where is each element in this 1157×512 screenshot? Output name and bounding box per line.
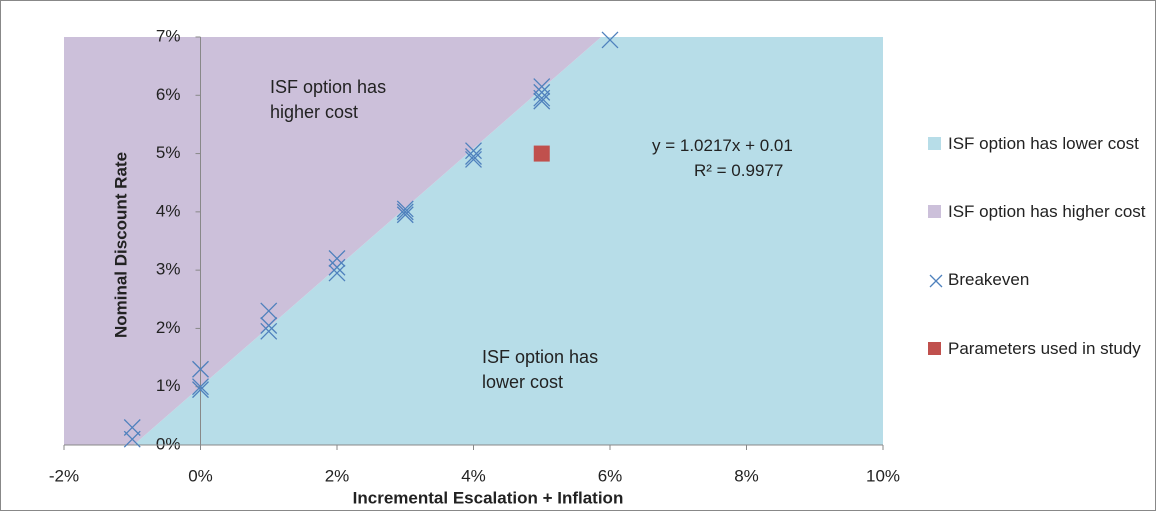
r-squared: R² = 0.9977 xyxy=(694,161,784,180)
breakeven-point xyxy=(192,378,209,396)
x-tick-label: 6% xyxy=(598,466,623,485)
breakeven-point xyxy=(260,322,278,340)
legend-label: ISF option has lower cost xyxy=(948,134,1139,153)
breakeven-point xyxy=(123,430,141,448)
plot-area: 0% 1% 2% 3% 4% 5% 6% 7% -2% 0% 2% 4% 6% 8% 10% xyxy=(49,26,900,485)
annotation: ISF option has lower cost xyxy=(482,347,599,392)
legend-item: ISF option has higher cost xyxy=(928,200,1157,224)
breakeven-point xyxy=(328,258,346,276)
x-tick-label: 0% xyxy=(188,466,213,485)
breakeven-point xyxy=(396,206,414,224)
breakeven-point xyxy=(260,317,278,334)
region-area xyxy=(64,37,602,445)
breakeven-point xyxy=(396,200,414,218)
x-tick-label: -2% xyxy=(49,466,79,485)
legend-label: Parameters used in study xyxy=(948,339,1141,358)
y-tick-label: 4% xyxy=(156,201,181,220)
breakeven-point xyxy=(192,381,209,399)
legend-swatch xyxy=(928,205,941,218)
legend-swatch xyxy=(928,342,941,355)
breakeven-point xyxy=(533,78,551,96)
legend-x xyxy=(929,274,943,288)
breakeven-point xyxy=(260,302,278,320)
legend-item: ISF option has lower cost xyxy=(928,132,1157,156)
breakeven-point xyxy=(533,92,551,110)
x-tick-label: 4% xyxy=(461,466,486,485)
breakeven-point xyxy=(123,419,141,436)
breakeven-point xyxy=(465,142,482,160)
parameter-point xyxy=(533,145,550,162)
breakeven-point xyxy=(533,89,551,107)
breakeven-point xyxy=(328,250,346,267)
y-tick-label: 3% xyxy=(156,260,181,279)
legend-item: Breakeven xyxy=(928,268,1157,292)
y-tick-label: 1% xyxy=(156,376,181,395)
breakeven-point xyxy=(396,203,414,221)
breakeven-point xyxy=(601,31,619,49)
y-tick-label: 5% xyxy=(156,143,181,162)
x-tick-label: 8% xyxy=(734,466,759,485)
breakeven-point xyxy=(533,83,551,101)
breakeven-point xyxy=(465,150,482,168)
x-tick-label: 2% xyxy=(325,466,350,485)
legend-swatch xyxy=(928,272,944,288)
legend-swatch xyxy=(928,137,941,150)
breakeven-point xyxy=(192,360,209,378)
region-area xyxy=(133,37,884,445)
legend-label: ISF option has higher cost xyxy=(948,202,1146,221)
breakeven-point xyxy=(465,148,482,165)
y-tick-label: 6% xyxy=(156,85,181,104)
y-tick-label: 0% xyxy=(156,434,181,453)
equation: y = 1.0217x + 0.01 xyxy=(652,136,793,155)
legend-label: Breakeven xyxy=(948,270,1030,289)
y-tick-label: 7% xyxy=(156,26,181,45)
breakeven-point xyxy=(328,264,346,282)
y-tick-label: 2% xyxy=(156,318,181,337)
y-axis-title: Nominal Discount Rate xyxy=(111,152,130,338)
x-tick-label: 10% xyxy=(866,466,900,485)
legend-item: Parameters used in study xyxy=(928,337,1157,361)
annotation: ISF option has higher cost xyxy=(270,77,387,122)
x-axis-title: Incremental Escalation + Inflation xyxy=(353,488,624,507)
